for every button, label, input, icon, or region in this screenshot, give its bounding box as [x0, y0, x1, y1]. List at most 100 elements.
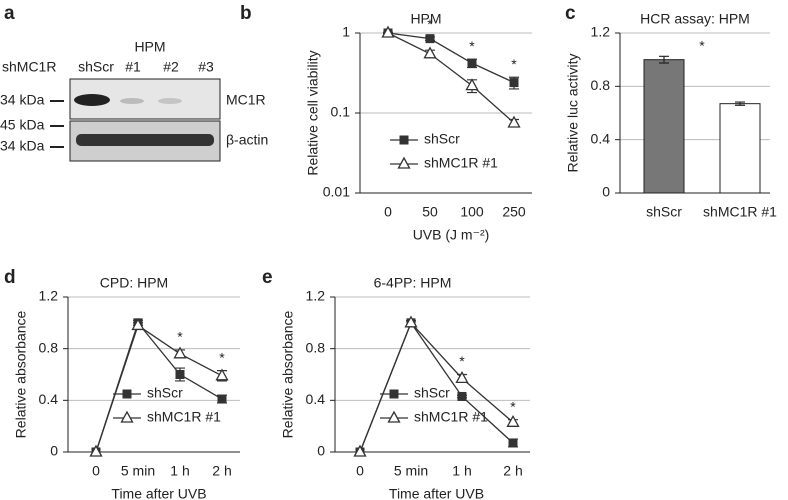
- marker: [507, 115, 521, 128]
- y-tick-label: 0.4: [306, 391, 326, 407]
- marker: [381, 25, 395, 38]
- chart-panel: b HPM Relative cell viability UVB (J m⁻²) 0.…: [240, 3, 532, 243]
- legend-label: shScr: [414, 385, 450, 401]
- legend-label: shScr: [424, 131, 460, 147]
- marker: [131, 318, 145, 331]
- y-axis-label: Relative luc activity: [565, 53, 581, 172]
- marker: [122, 389, 132, 399]
- marker: [175, 370, 185, 379]
- x-tick-label: 250: [502, 204, 526, 220]
- lane-label: shScr: [78, 59, 114, 75]
- legend-label: shMC1R #1: [147, 409, 221, 425]
- marker: [353, 444, 367, 457]
- x-tick-label: 0: [384, 204, 392, 220]
- y-tick-label: 0.4: [39, 391, 59, 407]
- chart-panel: e 6-4PP: HPM Relative absorbance Time after…: [262, 267, 530, 500]
- panel-label: b: [240, 3, 252, 24]
- marker: [389, 389, 399, 399]
- y-tick-label: 1: [342, 24, 350, 40]
- error-bar: [659, 55, 669, 64]
- panel-label: a: [4, 3, 15, 24]
- marker: [215, 368, 229, 381]
- marker: [387, 410, 401, 423]
- x-tick-label: 50: [422, 204, 438, 220]
- blot-title: HPM: [134, 39, 165, 55]
- x-tick-label: 0: [356, 463, 364, 479]
- legend-label: shMC1R #1: [414, 409, 488, 425]
- marker: [120, 410, 134, 423]
- marker: [217, 394, 227, 404]
- y-tick-label: 0.8: [39, 339, 59, 355]
- marker: [173, 346, 187, 359]
- marker: [455, 371, 469, 384]
- x-tick-label: 5 min: [121, 463, 155, 479]
- chart-panel: c HCR assay: HPM Relative luc activity 0 0.4…: [565, 3, 777, 220]
- marker-label: 34 kDa: [0, 138, 45, 154]
- annotation: *: [511, 56, 517, 72]
- x-axis-label: UVB (J m⁻²): [413, 227, 490, 243]
- y-axis-label: Relative absorbance: [13, 310, 29, 438]
- y-tick-label: 0: [602, 184, 610, 200]
- annotation: *: [219, 349, 225, 365]
- chart-title: 6-4PP: HPM: [374, 275, 452, 291]
- y-tick-label: 0.01: [323, 184, 350, 200]
- band: [158, 98, 182, 104]
- panel-label: d: [4, 267, 16, 288]
- lane-label: #3: [198, 59, 214, 75]
- band: [74, 94, 110, 106]
- marker: [467, 58, 477, 68]
- legend-label: shScr: [147, 385, 183, 401]
- panel-label: c: [565, 3, 576, 24]
- chart-title: CPD: HPM: [100, 275, 168, 291]
- annotation: *: [177, 329, 183, 345]
- legend-label: shMC1R #1: [424, 155, 498, 171]
- y-axis-label: Relative cell viability: [305, 50, 321, 175]
- marker: [89, 444, 103, 457]
- marker: [506, 414, 520, 427]
- marker: [425, 34, 435, 44]
- series-line: [387, 32, 515, 84]
- band: [120, 98, 144, 104]
- blot-panel: a HPM shMC1R shScr #1 #2 #3 34 kDa 45 kD…: [0, 3, 268, 162]
- x-tick-label: 100: [460, 204, 484, 220]
- y-axis-label: Relative absorbance: [280, 310, 296, 438]
- y-tick-label: 1.2: [39, 288, 59, 304]
- annotation: *: [459, 353, 465, 369]
- row-label: shMC1R: [2, 59, 56, 75]
- marker: [465, 78, 479, 91]
- x-tick-label: 0: [92, 463, 100, 479]
- y-tick-label: 0.1: [331, 104, 351, 120]
- y-tick-label: 0: [317, 443, 325, 459]
- y-tick-label: 1.2: [591, 24, 611, 40]
- protein-label: MC1R: [226, 92, 266, 108]
- annotation: *: [469, 38, 475, 54]
- x-tick-label: shScr: [646, 204, 682, 220]
- marker: [457, 391, 467, 401]
- bar: [719, 103, 761, 194]
- x-tick-label: 5 min: [394, 463, 428, 479]
- marker: [509, 78, 519, 88]
- lane-label: #1: [125, 59, 141, 75]
- x-tick-label: 1 h: [452, 463, 471, 479]
- chart-panel: d CPD: HPM Relative absorbance Time after U…: [4, 267, 240, 500]
- x-axis-label: Time after UVB: [111, 486, 206, 500]
- y-tick-label: 0.8: [591, 77, 611, 93]
- y-tick-label: 0.8: [306, 339, 326, 355]
- marker-label: 34 kDa: [0, 92, 45, 108]
- x-tick-label: 2 h: [212, 463, 231, 479]
- marker: [508, 438, 518, 448]
- marker: [397, 156, 411, 169]
- marker-label: 45 kDa: [0, 117, 45, 133]
- series-line: [359, 321, 514, 453]
- annotation: *: [510, 398, 516, 414]
- y-tick-label: 0.4: [591, 130, 611, 146]
- error-bar: [735, 101, 745, 106]
- x-axis-label: Time after UVB: [389, 486, 484, 500]
- marker: [404, 315, 418, 328]
- band: [76, 134, 214, 146]
- bar: [643, 59, 685, 194]
- marker: [399, 135, 409, 145]
- panel-label: e: [262, 267, 273, 288]
- marker: [423, 46, 437, 59]
